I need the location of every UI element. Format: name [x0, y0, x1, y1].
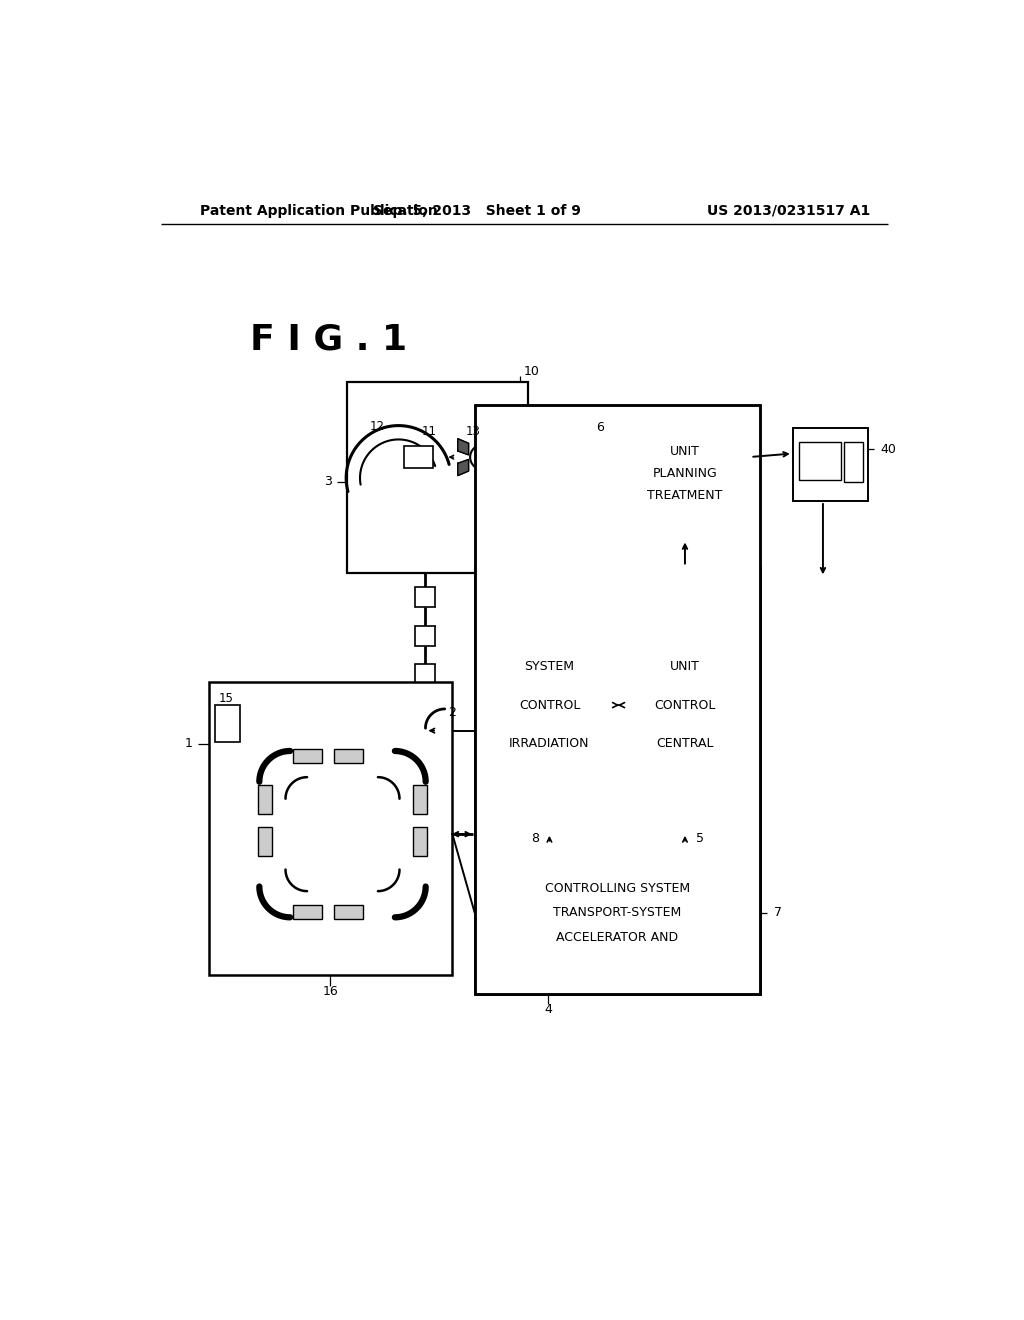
Bar — [793, 428, 868, 502]
Bar — [414, 828, 427, 857]
Text: IRRADIATION: IRRADIATION — [509, 737, 590, 750]
Text: 13: 13 — [466, 425, 480, 438]
Text: 1: 1 — [184, 737, 193, 750]
Bar — [258, 828, 271, 857]
Text: TREATMENT: TREATMENT — [647, 488, 723, 502]
Text: 10: 10 — [523, 366, 539, 379]
Text: TRANSPORT-SYSTEM: TRANSPORT-SYSTEM — [553, 907, 681, 920]
Text: 12: 12 — [370, 420, 385, 433]
Bar — [215, 705, 240, 742]
Bar — [475, 566, 760, 994]
Text: SYSTEM: SYSTEM — [524, 660, 574, 673]
Bar — [416, 664, 435, 684]
Bar — [293, 906, 323, 919]
Text: 7: 7 — [773, 907, 781, 920]
Bar — [620, 412, 751, 540]
Text: UNIT: UNIT — [670, 445, 699, 458]
Bar — [475, 405, 760, 994]
Text: Patent Application Publication: Patent Application Publication — [200, 203, 437, 218]
Text: 6: 6 — [596, 421, 604, 434]
Bar — [293, 750, 323, 763]
Text: 8: 8 — [530, 832, 539, 845]
Text: 2: 2 — [449, 706, 457, 719]
Bar — [414, 785, 427, 814]
Text: 3: 3 — [324, 475, 332, 488]
Bar — [347, 381, 528, 573]
Text: 40: 40 — [881, 444, 896, 455]
Text: US 2013/0231517 A1: US 2013/0231517 A1 — [707, 203, 869, 218]
Text: 11: 11 — [422, 425, 436, 438]
Text: ACCELERATOR AND: ACCELERATOR AND — [556, 932, 678, 944]
Text: PLANNING: PLANNING — [652, 467, 718, 480]
Text: CONTROLLING SYSTEM: CONTROLLING SYSTEM — [545, 882, 690, 895]
Bar — [334, 750, 364, 763]
Text: F I G . 1: F I G . 1 — [250, 322, 407, 356]
Text: 4: 4 — [544, 1003, 552, 1016]
Bar — [416, 587, 435, 607]
Polygon shape — [458, 459, 469, 475]
Bar — [209, 682, 452, 974]
Bar — [484, 843, 751, 982]
Text: CONTROL: CONTROL — [654, 698, 716, 711]
Bar — [620, 577, 751, 833]
Text: 15: 15 — [219, 693, 233, 705]
Bar — [416, 626, 435, 645]
Text: CENTRAL: CENTRAL — [656, 737, 714, 750]
Text: UNIT: UNIT — [670, 660, 699, 673]
Bar — [484, 577, 614, 833]
Bar — [475, 405, 760, 994]
Bar — [258, 785, 271, 814]
Text: 5: 5 — [695, 832, 703, 845]
Bar — [799, 442, 842, 480]
Text: 16: 16 — [323, 985, 338, 998]
Bar — [845, 442, 863, 482]
Bar — [403, 446, 433, 469]
Text: CONTROL: CONTROL — [519, 698, 581, 711]
Bar — [334, 906, 364, 919]
Text: Sep. 5, 2013   Sheet 1 of 9: Sep. 5, 2013 Sheet 1 of 9 — [373, 203, 581, 218]
Polygon shape — [458, 438, 469, 455]
